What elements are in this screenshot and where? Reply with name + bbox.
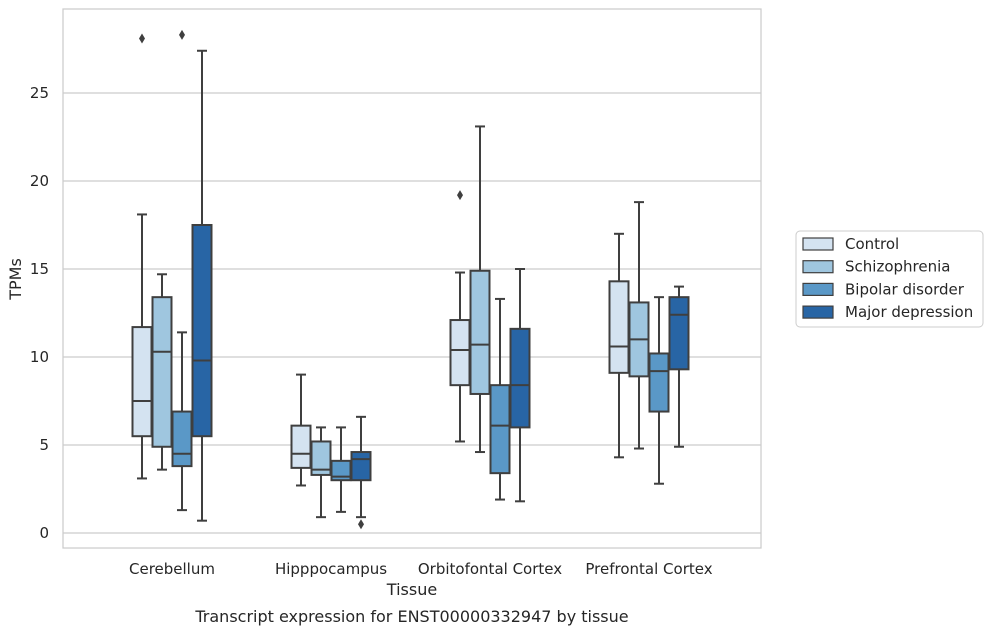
box xyxy=(131,33,153,480)
y-axis-label: TPMs xyxy=(6,258,25,301)
box xyxy=(151,273,173,471)
legend-label: Major depression xyxy=(845,303,973,321)
box xyxy=(668,285,690,448)
x-tick-label: Orbitofontal Cortex xyxy=(418,560,562,578)
outlier-point xyxy=(179,29,185,40)
x-axis-label: Tissue xyxy=(386,580,437,599)
box-body xyxy=(489,384,511,475)
legend-swatch xyxy=(802,237,834,251)
y-tick-label: 20 xyxy=(30,172,49,190)
y-tick-label: 5 xyxy=(39,436,49,454)
legend-swatch xyxy=(802,305,834,319)
legend-item: Major depression xyxy=(802,303,973,321)
y-tick-label: 0 xyxy=(39,524,49,542)
box-body xyxy=(191,224,213,438)
box-body xyxy=(151,296,173,448)
outlier-point xyxy=(358,519,364,530)
box xyxy=(310,426,332,519)
legend-swatch xyxy=(802,282,834,296)
x-tick-labels: Cerebellum Hipppocampus Orbitofontal Corte… xyxy=(129,560,713,578)
box-body xyxy=(310,440,332,476)
legend: Control Schizophrenia Bipolar disorder Majo… xyxy=(795,230,984,328)
y-tick-label: 10 xyxy=(30,348,49,366)
box xyxy=(648,296,670,485)
box xyxy=(628,201,650,450)
legend-item: Control xyxy=(802,235,899,253)
x-tick-label: Cerebellum xyxy=(129,560,215,578)
legend-frame xyxy=(795,230,984,328)
outlier-point xyxy=(457,190,463,201)
legend-item: Schizophrenia xyxy=(802,258,950,276)
outlier-point xyxy=(139,33,145,44)
box xyxy=(330,426,352,513)
plot-frame xyxy=(62,8,762,549)
legend-item: Bipolar disorder xyxy=(802,280,965,298)
box-body xyxy=(608,280,630,374)
box xyxy=(489,297,511,501)
legend-swatch xyxy=(802,260,834,274)
box xyxy=(191,49,213,522)
legend-label: Control xyxy=(845,235,899,253)
legend-label: Schizophrenia xyxy=(845,258,950,276)
box xyxy=(290,373,312,487)
box xyxy=(449,190,471,443)
box xyxy=(608,232,630,459)
y-tick-label: 15 xyxy=(30,260,49,278)
box xyxy=(469,125,491,454)
box-body xyxy=(648,352,670,413)
box-body xyxy=(509,327,531,429)
y-tick-label: 25 xyxy=(30,84,49,102)
box-marks xyxy=(131,29,690,530)
x-tick-label: Hipppocampus xyxy=(275,560,387,578)
chart-caption: Transcript expression for ENST0000033294… xyxy=(194,607,628,626)
y-tick-labels: 0 5 10 15 20 25 xyxy=(30,84,49,542)
box-body xyxy=(449,319,471,387)
box-body xyxy=(350,451,372,482)
box xyxy=(171,29,193,512)
box-body xyxy=(131,326,153,438)
legend-label: Bipolar disorder xyxy=(845,280,965,298)
box xyxy=(350,415,372,530)
box-body xyxy=(171,410,193,468)
box-body xyxy=(668,296,690,371)
box-body xyxy=(290,424,312,469)
box-body xyxy=(469,269,491,395)
x-tick-label: Prefrontal Cortex xyxy=(585,560,712,578)
box xyxy=(509,268,531,503)
